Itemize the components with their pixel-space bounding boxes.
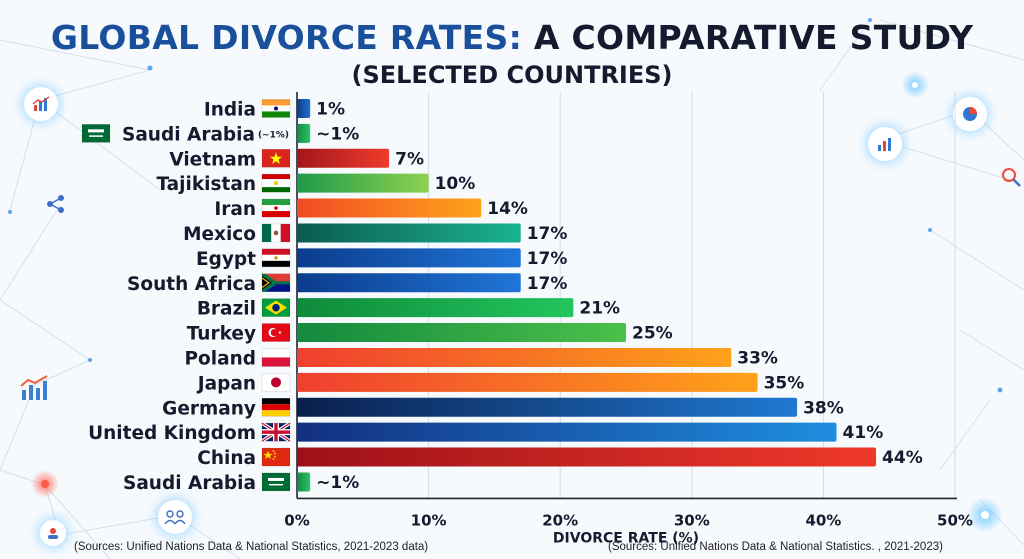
- value-label: ~1%: [316, 473, 359, 493]
- category-label: Iran: [214, 199, 256, 220]
- value-label: 41%: [843, 423, 884, 443]
- category-label: Egypt: [196, 249, 256, 270]
- value-label: 33%: [737, 348, 778, 368]
- bar-9: [297, 323, 626, 343]
- x-tick-label: 0%: [284, 511, 309, 529]
- share-icon: [42, 190, 70, 218]
- bar-6: [297, 248, 521, 268]
- bar-chart-icon: [24, 87, 58, 121]
- pie-chart-icon: [953, 97, 987, 131]
- person-badge-icon: [40, 520, 66, 546]
- bar-3: [297, 173, 429, 193]
- chart-subtitle: (SELECTED COUNTRIES): [351, 61, 673, 89]
- x-tick-label: 40%: [805, 511, 841, 529]
- value-label: 38%: [803, 398, 844, 418]
- bar-2: [297, 148, 390, 168]
- value-label: 17%: [527, 274, 568, 294]
- category-label: Vietnam: [169, 149, 256, 170]
- category-label: Germany: [162, 398, 256, 419]
- bar-4: [297, 198, 482, 218]
- value-label: 25%: [632, 324, 673, 344]
- flag-icon-turkey: [261, 323, 291, 342]
- value-label: 17%: [527, 249, 568, 269]
- category-note: (~1%): [258, 130, 289, 140]
- flag-icon-china: [261, 447, 291, 467]
- category-label: Saudi Arabia: [123, 473, 256, 494]
- bar-13: [297, 422, 837, 442]
- flag-icon-mexico: [261, 223, 291, 243]
- x-tick-label: 20%: [542, 511, 578, 529]
- bar-1: [297, 123, 311, 143]
- bar-10: [297, 347, 732, 367]
- bar-7: [297, 273, 521, 293]
- category-label: Turkey: [187, 324, 256, 345]
- bar-0: [297, 98, 311, 118]
- value-label: 44%: [882, 448, 923, 468]
- x-axis-label: DIVORCE RATE (%): [553, 530, 699, 546]
- source-note-right: (Sources: Unified Nations Data & Nationa…: [608, 541, 943, 553]
- value-label: 1%: [316, 99, 345, 119]
- bar-14: [297, 447, 877, 467]
- value-label: 21%: [579, 299, 620, 319]
- flag-icon-iran: [261, 198, 291, 218]
- flag-icon-india: [261, 99, 291, 118]
- magnifier-icon: [998, 164, 1024, 190]
- people-icon: [158, 500, 192, 534]
- value-label: 17%: [527, 224, 568, 244]
- flag-icon-japan: [261, 373, 291, 392]
- flag-icon-saudi: [261, 472, 291, 492]
- chart-title: GLOBAL DIVORCE RATES: A COMPARATIVE STUD…: [0, 18, 1024, 58]
- bar-5: [297, 223, 521, 243]
- bar-8: [297, 298, 574, 318]
- bar-12: [297, 397, 798, 417]
- category-label: United Kingdom: [88, 423, 256, 444]
- category-label: India: [204, 99, 256, 120]
- value-label: 7%: [395, 149, 424, 169]
- bar-chart-icon: [868, 127, 902, 161]
- category-label: Saudi Arabia: [122, 124, 255, 145]
- x-tick-label: 50%: [937, 511, 973, 529]
- bar-11: [297, 372, 758, 392]
- x-tick-label: 10%: [411, 511, 447, 529]
- value-label: 35%: [764, 373, 805, 393]
- flag-icon-uk: [261, 421, 291, 443]
- flag-icon-tajikistan: [261, 173, 291, 193]
- x-tick-label: 30%: [674, 511, 710, 529]
- flag-icon-southafrica: [261, 273, 291, 293]
- bar-15: [297, 472, 311, 492]
- value-label: ~1%: [316, 124, 359, 144]
- title-part-1: GLOBAL DIVORCE RATES:: [50, 18, 523, 57]
- flag-icon-poland: [261, 348, 291, 367]
- category-label: China: [197, 448, 256, 469]
- trend-chart-icon: [17, 371, 51, 405]
- flag-icon-saudi: [81, 124, 111, 143]
- flag-icon-brazil: [261, 298, 291, 317]
- title-part-2: A COMPARATIVE STUDY: [533, 18, 974, 57]
- category-label: South Africa: [127, 274, 256, 295]
- value-label: 10%: [435, 174, 476, 194]
- flag-icon-vietnam: [261, 148, 291, 168]
- flag-icon-egypt: [261, 248, 291, 268]
- category-label: Mexico: [183, 224, 256, 245]
- source-note-left: (Sources: Unified Nations Data & Nationa…: [74, 541, 429, 553]
- category-label: Poland: [184, 348, 256, 369]
- value-label: 14%: [487, 199, 528, 219]
- category-label: Brazil: [197, 299, 256, 320]
- category-label: Japan: [196, 373, 256, 394]
- flag-icon-germany: [261, 397, 291, 417]
- category-label: Tajikistan: [156, 174, 256, 195]
